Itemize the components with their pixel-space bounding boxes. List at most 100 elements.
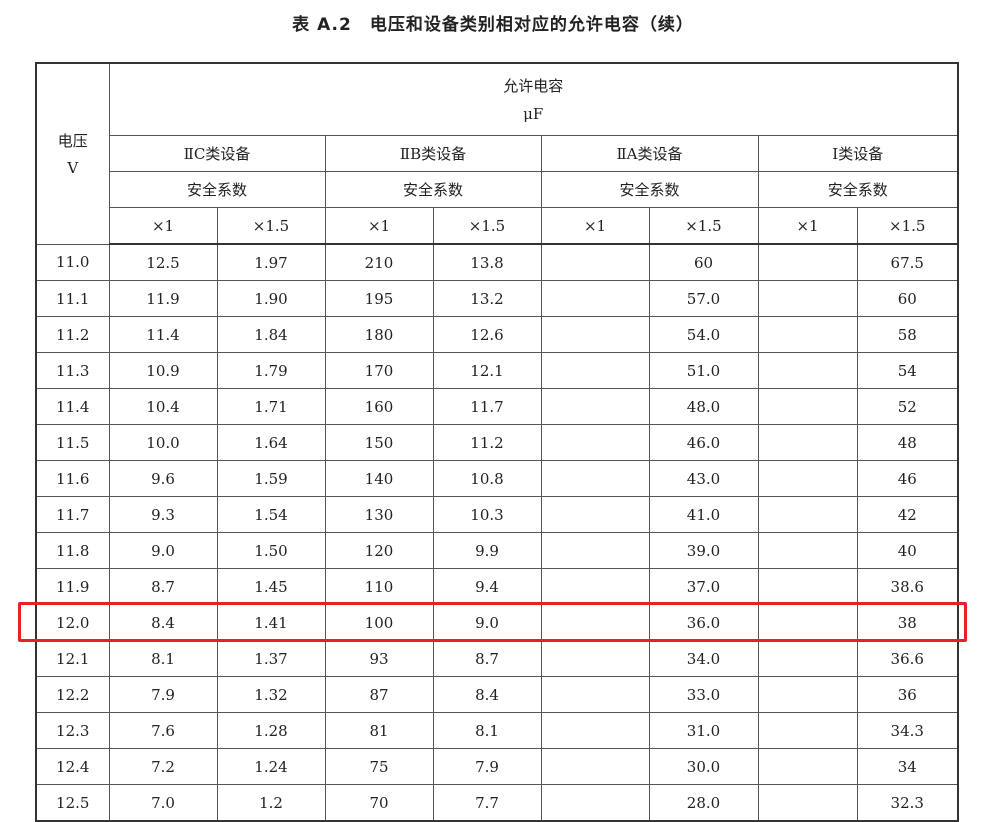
capacitance-cell: 1.79	[216, 352, 326, 389]
capacitance-cell: 1.28	[216, 712, 326, 749]
voltage-label: 电压	[57, 132, 88, 151]
capacitance-cell: 87	[324, 676, 434, 713]
capacitance-label: 允许电容	[503, 76, 564, 95]
factor-x1.5-header: ×1.5	[216, 207, 326, 245]
capacitance-cell: 12.5	[108, 243, 218, 281]
capacitance-cell: 10.4	[108, 388, 218, 425]
capacitance-table: 电压 V 允许电容 μF ⅡC类设备 ⅡB类设备 ⅡA类设备 Ⅰ类设备 安全系数 安全系…	[35, 62, 959, 822]
capacitance-cell: 39.0	[648, 532, 759, 569]
capacitance-cell: 31.0	[648, 712, 759, 749]
capacitance-cell: 40	[856, 532, 959, 569]
table-row: 11.9 8.7 1.45 110 9.4 37.0 38.6	[35, 568, 959, 605]
capacitance-cell: 60	[856, 280, 959, 317]
capacitance-cell: 70	[324, 784, 434, 822]
capacitance-cell: 100	[324, 604, 434, 641]
capacitance-cell: 180	[324, 316, 434, 353]
table-title: 表 A.2 电压和设备类别相对应的允许电容（续）	[292, 15, 694, 35]
voltage-cell: 12.3	[35, 712, 110, 749]
capacitance-cell	[540, 280, 650, 317]
capacitance-cell: 130	[324, 496, 434, 533]
capacitance-cell: 1.84	[216, 316, 326, 353]
capacitance-cell	[757, 388, 858, 425]
capacitance-cell	[540, 676, 650, 713]
table-row: 11.2 11.4 1.84 180 12.6 54.0 58	[35, 316, 959, 353]
voltage-cell: 11.4	[35, 388, 110, 425]
capacitance-cell: 1.54	[216, 496, 326, 533]
capacitance-cell: 42	[856, 496, 959, 533]
capacitance-cell: 11.2	[432, 424, 542, 461]
capacitance-cell: 7.9	[108, 676, 218, 713]
capacitance-cell	[757, 604, 858, 641]
factor-x1.5-header: ×1.5	[432, 207, 542, 245]
capacitance-cell: 36	[856, 676, 959, 713]
capacitance-cell: 8.1	[108, 640, 218, 677]
voltage-cell: 12.2	[35, 676, 110, 713]
factor-x1-header: ×1	[324, 207, 434, 245]
capacitance-cell	[757, 784, 858, 822]
capacitance-cell	[540, 640, 650, 677]
capacitance-cell: 1.59	[216, 460, 326, 497]
capacitance-cell: 11.4	[108, 316, 218, 353]
capacitance-cell: 32.3	[856, 784, 959, 822]
capacitance-cell: 28.0	[648, 784, 759, 822]
capacitance-cell: 37.0	[648, 568, 759, 605]
capacitance-cell: 36.6	[856, 640, 959, 677]
capacitance-cell: 46.0	[648, 424, 759, 461]
voltage-cell: 11.8	[35, 532, 110, 569]
capacitance-cell: 1.41	[216, 604, 326, 641]
equipment-group-header: ⅡC类设备	[108, 135, 326, 172]
voltage-cell: 12.1	[35, 640, 110, 677]
capacitance-cell: 46	[856, 460, 959, 497]
capacitance-cell: 1.37	[216, 640, 326, 677]
safety-factor-header: 安全系数	[108, 171, 326, 208]
capacitance-cell: 9.9	[432, 532, 542, 569]
capacitance-cell: 9.0	[108, 532, 218, 569]
capacitance-cell	[757, 568, 858, 605]
capacitance-cell: 93	[324, 640, 434, 677]
capacitance-cell	[540, 352, 650, 389]
capacitance-cell	[540, 748, 650, 785]
factor-x1.5-header: ×1.5	[856, 207, 959, 245]
capacitance-header: 允许电容 μF	[108, 62, 959, 136]
capacitance-cell: 1.2	[216, 784, 326, 822]
capacitance-cell: 81	[324, 712, 434, 749]
capacitance-cell: 11.9	[108, 280, 218, 317]
capacitance-cell: 48.0	[648, 388, 759, 425]
capacitance-cell: 8.1	[432, 712, 542, 749]
equipment-group-header: ⅡB类设备	[324, 135, 542, 172]
capacitance-cell: 8.7	[432, 640, 542, 677]
voltage-cell: 11.9	[35, 568, 110, 605]
capacitance-cell	[540, 568, 650, 605]
capacitance-cell: 75	[324, 748, 434, 785]
capacitance-cell: 38	[856, 604, 959, 641]
capacitance-cell	[540, 424, 650, 461]
voltage-cell: 12.0	[35, 604, 110, 641]
equipment-group-header: ⅡA类设备	[540, 135, 759, 172]
capacitance-cell: 9.0	[432, 604, 542, 641]
capacitance-cell	[540, 784, 650, 822]
table-row: 11.6 9.6 1.59 140 10.8 43.0 46	[35, 460, 959, 497]
capacitance-cell: 1.71	[216, 388, 326, 425]
capacitance-cell: 60	[648, 243, 759, 281]
capacitance-cell: 48	[856, 424, 959, 461]
table-row: 11.0 12.5 1.97 210 13.8 60 67.5	[35, 243, 959, 281]
capacitance-cell: 54.0	[648, 316, 759, 353]
capacitance-cell: 8.7	[108, 568, 218, 605]
table-row: 11.3 10.9 1.79 170 12.1 51.0 54	[35, 352, 959, 389]
capacitance-cell: 10.9	[108, 352, 218, 389]
capacitance-cell: 34.0	[648, 640, 759, 677]
equipment-group-header: Ⅰ类设备	[757, 135, 959, 172]
capacitance-cell	[540, 388, 650, 425]
capacitance-cell: 7.7	[432, 784, 542, 822]
capacitance-cell: 38.6	[856, 568, 959, 605]
voltage-cell: 11.0	[35, 243, 110, 281]
factor-x1-header: ×1	[757, 207, 858, 245]
factor-x1.5-header: ×1.5	[648, 207, 759, 245]
voltage-cell: 11.6	[35, 460, 110, 497]
capacitance-unit: μF	[523, 104, 544, 123]
capacitance-cell	[757, 748, 858, 785]
capacitance-cell	[757, 460, 858, 497]
capacitance-cell: 30.0	[648, 748, 759, 785]
capacitance-cell: 120	[324, 532, 434, 569]
capacitance-cell: 170	[324, 352, 434, 389]
